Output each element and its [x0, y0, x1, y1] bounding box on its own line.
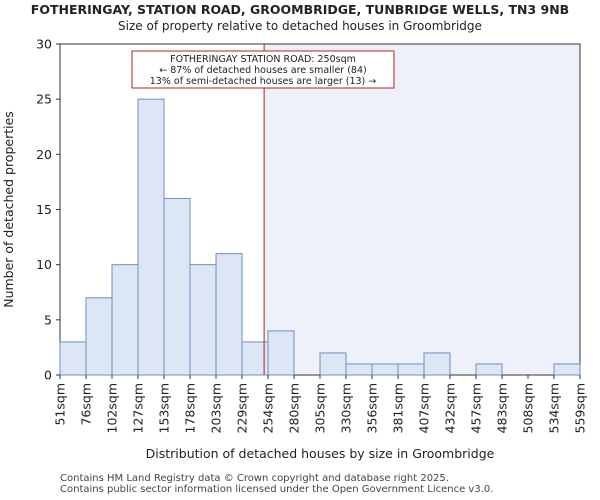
footer-line-2: Contains public sector information licen… [60, 484, 494, 495]
bar-534sqm [553, 363, 581, 376]
bar-51sqm [59, 341, 87, 376]
bar-203sqm [215, 253, 243, 376]
x-tick-280sqm: 280sqm [287, 383, 302, 433]
annotation-line-2: ← 87% of detached houses are smaller (84… [159, 65, 366, 76]
x-tick-407sqm: 407sqm [417, 383, 432, 433]
annotation-frame [131, 50, 395, 89]
y-axis-label: Number of detached properties [1, 111, 16, 308]
y-tick-30: 30 [36, 37, 52, 52]
x-tick-330sqm: 330sqm [339, 383, 354, 433]
x-tick-153sqm: 153sqm [157, 383, 172, 433]
x-tick-534sqm: 534sqm [547, 383, 562, 433]
bar-153sqm [163, 197, 191, 376]
bar-178sqm [189, 264, 217, 376]
chart-subtitle: Size of property relative to detached ho… [118, 19, 482, 33]
bar-76sqm [85, 297, 113, 376]
bar-356sqm [371, 363, 399, 376]
x-tick-356sqm: 356sqm [365, 383, 380, 433]
x-axis-label: Distribution of detached houses by size … [146, 446, 495, 461]
bar-127sqm [137, 98, 165, 376]
y-tick-20: 20 [36, 147, 52, 162]
bar-457sqm [475, 363, 503, 376]
x-tick-483sqm: 483sqm [495, 383, 510, 433]
larger-region-highlight [264, 44, 580, 375]
footer-line-1: Contains HM Land Registry data © Crown c… [60, 473, 449, 484]
annotation-box: FOTHERINGAY STATION ROAD: 250sqm ← 87% o… [131, 50, 395, 89]
y-tick-25: 25 [36, 92, 52, 107]
annotation-line-3: 13% of semi-detached houses are larger (… [150, 76, 377, 87]
x-tick-432sqm: 432sqm [443, 383, 458, 433]
x-tick-102sqm: 102sqm [105, 383, 120, 433]
x-tick-305sqm: 305sqm [313, 383, 328, 433]
y-tick-10: 10 [36, 257, 52, 272]
bar-330sqm [345, 363, 373, 376]
y-tick-5: 5 [44, 312, 52, 327]
bar-407sqm [423, 352, 451, 376]
x-tick-76sqm: 76sqm [79, 383, 94, 426]
x-tick-229sqm: 229sqm [235, 383, 250, 433]
x-tick-508sqm: 508sqm [521, 383, 536, 433]
y-tick-0: 0 [44, 368, 52, 383]
x-tick-127sqm: 127sqm [131, 383, 146, 433]
bar-254sqm [267, 330, 295, 376]
annotation-line-1: FOTHERINGAY STATION ROAD: 250sqm [170, 54, 356, 65]
y-tick-15: 15 [36, 202, 52, 217]
x-tick-labels: 51sqm 76sqm 102sqm 127sqm 153sqm 178sqm 203sqm… [53, 375, 588, 433]
x-tick-51sqm: 51sqm [53, 383, 68, 426]
x-tick-559sqm: 559sqm [573, 383, 588, 433]
bar-381sqm [397, 363, 425, 376]
x-tick-178sqm: 178sqm [183, 383, 198, 433]
x-tick-254sqm: 254sqm [261, 383, 276, 433]
x-tick-203sqm: 203sqm [209, 383, 224, 433]
bar-305sqm [319, 352, 347, 376]
x-tick-381sqm: 381sqm [391, 383, 406, 433]
chart-title: FOTHERINGAY, STATION ROAD, GROOMBRIDGE, … [30, 2, 570, 17]
x-tick-457sqm: 457sqm [469, 383, 484, 433]
bar-102sqm [111, 264, 139, 376]
y-tick-labels: 0 5 10 15 20 25 30 [36, 37, 60, 383]
